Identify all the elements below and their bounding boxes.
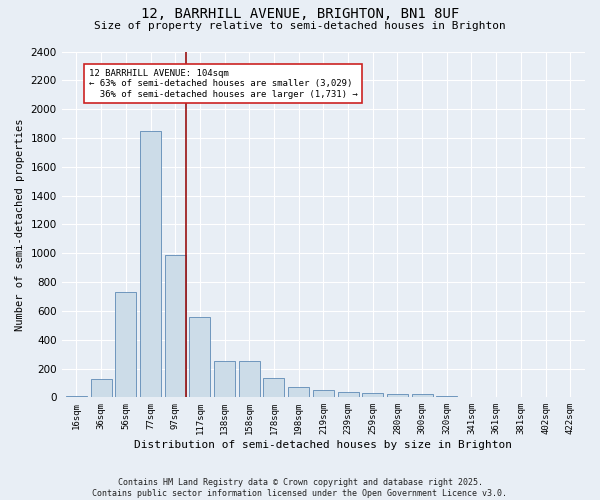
Bar — [214, 362, 235, 398]
Bar — [485, 396, 506, 398]
Text: 12, BARRHILL AVENUE, BRIGHTON, BN1 8UF: 12, BARRHILL AVENUE, BRIGHTON, BN1 8UF — [141, 8, 459, 22]
Text: Size of property relative to semi-detached houses in Brighton: Size of property relative to semi-detach… — [94, 21, 506, 31]
Text: Contains HM Land Registry data © Crown copyright and database right 2025.
Contai: Contains HM Land Registry data © Crown c… — [92, 478, 508, 498]
Bar — [239, 362, 260, 398]
X-axis label: Distribution of semi-detached houses by size in Brighton: Distribution of semi-detached houses by … — [134, 440, 512, 450]
Bar — [338, 392, 359, 398]
Bar — [190, 318, 211, 398]
Text: 12 BARRHILL AVENUE: 104sqm
← 63% of semi-detached houses are smaller (3,029)
  3: 12 BARRHILL AVENUE: 104sqm ← 63% of semi… — [89, 69, 358, 98]
Bar — [461, 396, 482, 398]
Bar — [140, 131, 161, 398]
Bar — [91, 380, 112, 398]
Bar — [387, 394, 408, 398]
Bar — [288, 387, 309, 398]
Bar — [263, 378, 284, 398]
Bar — [362, 393, 383, 398]
Bar — [313, 390, 334, 398]
Y-axis label: Number of semi-detached properties: Number of semi-detached properties — [15, 118, 25, 330]
Bar — [115, 292, 136, 398]
Bar — [66, 396, 87, 398]
Bar — [436, 396, 457, 398]
Bar — [165, 254, 186, 398]
Bar — [412, 394, 433, 398]
